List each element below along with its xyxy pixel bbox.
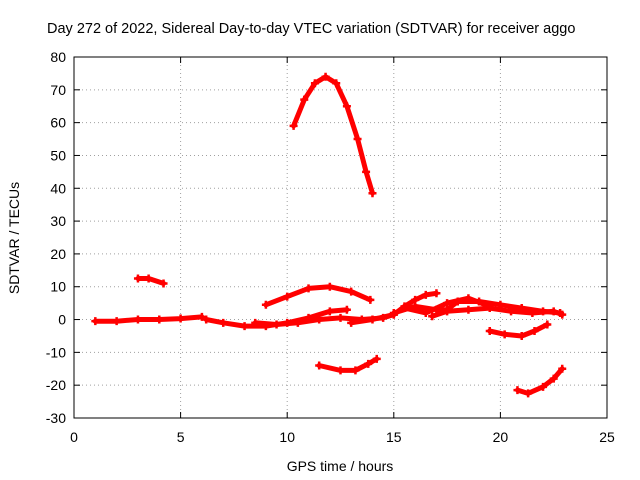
data-point xyxy=(507,307,516,316)
y-tick-label: -20 xyxy=(46,377,66,393)
chart-title: Day 272 of 2022, Sidereal Day-to-day VTE… xyxy=(47,21,575,37)
data-point xyxy=(372,354,381,363)
data-point xyxy=(543,320,552,329)
data-point xyxy=(342,305,351,314)
y-tick-label: 20 xyxy=(50,246,66,262)
data-point xyxy=(500,330,509,339)
data-point xyxy=(464,294,473,303)
data-series xyxy=(91,72,567,398)
data-point xyxy=(300,95,309,104)
data-point xyxy=(272,320,281,329)
data-point xyxy=(549,374,558,383)
data-point xyxy=(517,331,526,340)
x-tick-label: 10 xyxy=(279,429,295,445)
data-point xyxy=(528,308,537,317)
plot-frame xyxy=(73,56,608,419)
y-tick-label: 50 xyxy=(50,147,66,163)
data-point xyxy=(112,317,121,326)
data-point xyxy=(366,295,375,304)
data-point xyxy=(364,359,373,368)
data-point xyxy=(342,102,351,111)
y-tick-label: 10 xyxy=(50,279,66,295)
x-axis-title: GPS time / hours xyxy=(287,458,394,474)
data-point xyxy=(400,304,409,313)
x-tick-label: 0 xyxy=(70,429,78,445)
data-point xyxy=(421,290,430,299)
data-point xyxy=(351,366,360,375)
data-point xyxy=(530,327,539,336)
data-point xyxy=(549,307,558,316)
data-point xyxy=(428,312,437,321)
x-tick-label: 15 xyxy=(386,429,402,445)
data-point xyxy=(133,315,142,324)
data-point xyxy=(464,305,473,314)
data-point xyxy=(325,307,334,316)
data-point xyxy=(347,287,356,296)
data-point xyxy=(304,284,313,293)
y-axis-title: SDTVAR / TECUs xyxy=(6,182,22,294)
data-point xyxy=(432,289,441,298)
data-point xyxy=(336,313,345,322)
data-point xyxy=(368,189,377,198)
data-point xyxy=(219,318,228,327)
y-tick-label: -30 xyxy=(46,410,66,426)
data-point xyxy=(513,386,522,395)
data-point xyxy=(197,312,206,321)
data-point xyxy=(558,364,567,373)
y-tick-label: 30 xyxy=(50,213,66,229)
y-tick-label: 70 xyxy=(50,82,66,98)
data-point xyxy=(524,389,533,398)
data-point xyxy=(293,318,302,327)
data-point xyxy=(289,121,298,130)
y-tick-label: -10 xyxy=(46,344,66,360)
series-arc-6 xyxy=(263,284,373,308)
x-tick-label: 20 xyxy=(493,429,509,445)
data-point xyxy=(443,307,452,316)
data-point xyxy=(485,327,494,336)
y-tick-label: 0 xyxy=(58,312,66,328)
x-tick-label: 5 xyxy=(177,429,185,445)
data-point xyxy=(347,318,356,327)
data-point xyxy=(539,382,548,391)
data-point xyxy=(368,315,377,324)
y-tick-label: 80 xyxy=(50,49,66,65)
data-point xyxy=(421,308,430,317)
data-point xyxy=(336,366,345,375)
data-point xyxy=(332,79,341,88)
axis-ticks: 0 5 10 15 20 25 -30 -20 -10 0 10 20 30 40 50 60 70 80 xyxy=(46,49,615,445)
data-point xyxy=(91,317,100,326)
data-point xyxy=(240,322,249,331)
data-point xyxy=(202,315,211,324)
data-point xyxy=(325,282,334,291)
data-point xyxy=(155,315,164,324)
data-point xyxy=(133,274,142,283)
data-point xyxy=(310,79,319,88)
data-point xyxy=(362,167,371,176)
x-tick-label: 25 xyxy=(599,429,615,445)
data-point xyxy=(261,300,270,309)
data-point xyxy=(144,274,153,283)
data-point xyxy=(443,299,452,308)
y-tick-label: 40 xyxy=(50,180,66,196)
data-point xyxy=(353,135,362,144)
data-point xyxy=(176,314,185,323)
y-tick-label: 60 xyxy=(50,115,66,131)
data-point xyxy=(485,304,494,313)
data-point xyxy=(389,308,398,317)
data-point xyxy=(558,310,567,319)
data-point xyxy=(315,361,324,370)
data-point xyxy=(159,279,168,288)
data-point xyxy=(251,318,260,327)
data-point xyxy=(321,72,330,81)
data-point xyxy=(315,315,324,324)
data-point xyxy=(283,292,292,301)
